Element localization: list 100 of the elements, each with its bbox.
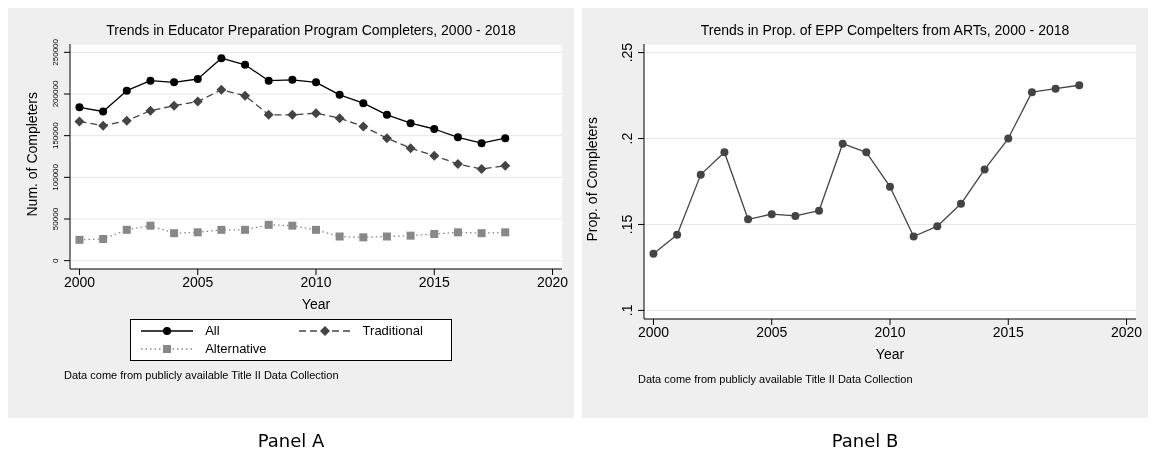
point	[838, 139, 847, 148]
point	[406, 231, 415, 240]
x-tick-label: 2010	[300, 273, 332, 290]
point	[791, 211, 800, 220]
point	[909, 232, 918, 241]
point	[288, 75, 297, 84]
point	[720, 148, 729, 157]
point	[956, 199, 965, 208]
point	[744, 215, 753, 224]
point	[980, 165, 989, 174]
point	[193, 228, 202, 237]
y-tick-label: .1	[619, 304, 635, 317]
y-tick-label: 100000	[51, 163, 60, 191]
text: Data come from publicly available Title II Data Collection	[638, 373, 914, 385]
y-axis-title: Num. of Completers	[23, 92, 40, 217]
y-tick-label: 200000	[51, 80, 60, 108]
x-tick-label: 2005	[756, 323, 788, 340]
point	[287, 109, 298, 120]
point	[696, 170, 705, 179]
point	[170, 229, 179, 238]
y-tick-label: .15	[619, 214, 635, 235]
point	[240, 90, 251, 101]
point	[334, 113, 345, 124]
point	[145, 105, 156, 116]
point	[381, 133, 392, 144]
point	[430, 125, 439, 133]
point	[452, 159, 463, 169]
y-tick-label: .25	[619, 42, 635, 63]
point	[146, 221, 155, 230]
point	[476, 164, 487, 174]
point	[264, 220, 273, 229]
point	[311, 108, 321, 119]
x-axis-title: Year	[301, 296, 331, 312]
chart-title: Trends in Prop. of EPP Compelters from ARTs, 2000 - 2018	[699, 22, 1071, 38]
text: Data come from publicly available Title II Data Collection	[64, 369, 340, 381]
point	[217, 54, 226, 63]
y-tick-label: 150000	[51, 121, 60, 150]
point	[241, 225, 250, 234]
point	[673, 230, 682, 239]
point	[192, 96, 203, 107]
point	[335, 232, 344, 241]
point	[98, 120, 109, 131]
point	[477, 229, 486, 238]
point	[74, 116, 85, 127]
point	[1075, 81, 1084, 90]
legend-label: Alternative	[205, 340, 268, 358]
point	[146, 76, 155, 85]
point	[312, 225, 320, 234]
x-tick-label: 2010	[874, 323, 906, 340]
point	[430, 230, 439, 238]
point	[382, 232, 391, 241]
x-tick-label: 2020	[1110, 323, 1143, 340]
x-tick-label: 2020	[536, 273, 569, 290]
point	[263, 109, 274, 120]
point	[886, 182, 894, 191]
y-tick-label: .2	[619, 132, 635, 145]
y-tick-label: 250000	[51, 38, 60, 66]
point	[335, 90, 344, 99]
y-axis-title: Prop. of Completers	[583, 117, 600, 242]
chart-title: Trends in Educator Preparation Program Completers, 2000 - 2018	[105, 22, 517, 38]
point	[382, 110, 391, 119]
point	[477, 139, 486, 148]
x-tick-label: 2015	[992, 323, 1025, 340]
point	[241, 60, 250, 69]
text: Panel A	[256, 430, 326, 451]
point	[815, 206, 824, 215]
x-tick-label: 2000	[637, 323, 670, 340]
point	[500, 160, 511, 171]
point	[359, 233, 368, 242]
point	[453, 133, 462, 142]
y-tick-label: 0	[51, 257, 60, 263]
point	[649, 249, 658, 258]
point	[193, 75, 202, 83]
point	[170, 78, 179, 87]
point	[1004, 134, 1013, 143]
x-tick-label: 2005	[182, 273, 214, 290]
point	[121, 115, 132, 126]
point	[1051, 84, 1060, 93]
y-tick-label: 50000	[51, 207, 60, 231]
point	[75, 235, 84, 244]
point	[217, 225, 226, 234]
x-axis-title: Year	[875, 346, 905, 362]
point	[358, 121, 369, 132]
point	[453, 228, 462, 237]
point	[169, 100, 180, 111]
point	[406, 119, 415, 128]
point	[767, 210, 776, 219]
text: Panel B	[830, 430, 900, 451]
point	[216, 84, 227, 95]
point	[75, 103, 84, 112]
point	[264, 76, 273, 85]
point	[122, 86, 131, 95]
point	[501, 134, 510, 143]
point	[122, 225, 131, 234]
point	[862, 148, 871, 157]
point	[501, 228, 510, 237]
point	[405, 143, 416, 154]
legend-label: Traditional	[362, 322, 424, 340]
point	[429, 150, 440, 161]
point	[312, 78, 320, 87]
